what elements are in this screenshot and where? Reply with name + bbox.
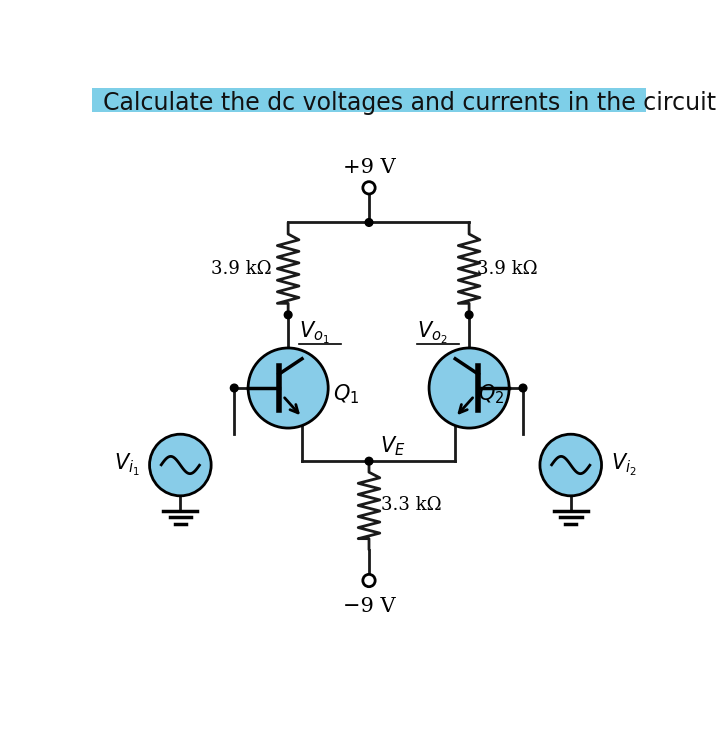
Text: 3.9 kΩ: 3.9 kΩ xyxy=(210,260,271,278)
Circle shape xyxy=(519,385,527,392)
Circle shape xyxy=(365,219,373,227)
Circle shape xyxy=(540,434,601,496)
Text: $Q_2$: $Q_2$ xyxy=(478,382,505,406)
Text: +9 V: +9 V xyxy=(343,158,395,177)
Text: $V_{o_1}$: $V_{o_1}$ xyxy=(299,319,330,346)
Text: $Q_1$: $Q_1$ xyxy=(333,382,359,406)
Circle shape xyxy=(465,311,473,319)
Text: −9 V: −9 V xyxy=(343,597,395,616)
Text: $V_{i_1}$: $V_{i_1}$ xyxy=(114,452,140,478)
Circle shape xyxy=(429,348,509,428)
Text: 3.3 kΩ: 3.3 kΩ xyxy=(382,496,442,515)
Circle shape xyxy=(365,458,373,465)
Circle shape xyxy=(150,434,211,496)
Text: Calculate the dc voltages and currents in the circuit of: Calculate the dc voltages and currents i… xyxy=(102,91,720,115)
Circle shape xyxy=(230,385,238,392)
Circle shape xyxy=(363,575,375,587)
Text: 3.9 kΩ: 3.9 kΩ xyxy=(477,260,537,278)
Text: $V_{i_2}$: $V_{i_2}$ xyxy=(611,452,636,478)
FancyBboxPatch shape xyxy=(92,88,647,113)
Text: $V_{o_2}$: $V_{o_2}$ xyxy=(417,319,447,346)
Circle shape xyxy=(248,348,328,428)
Circle shape xyxy=(284,311,292,319)
Text: $V_E$: $V_E$ xyxy=(379,434,405,458)
Circle shape xyxy=(363,182,375,194)
